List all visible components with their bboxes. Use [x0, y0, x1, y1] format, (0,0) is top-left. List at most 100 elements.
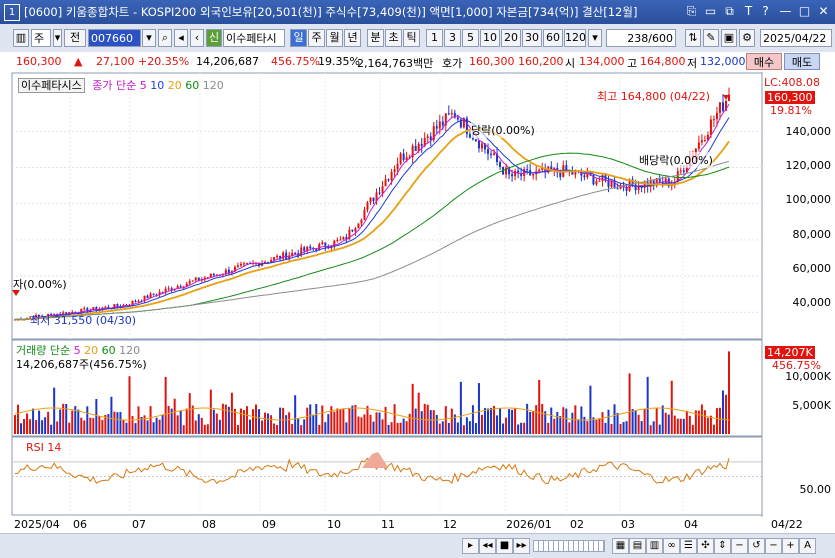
volume-bar [92, 418, 95, 434]
volume-bar [71, 410, 74, 434]
plus-icon[interactable]: + [782, 538, 799, 554]
volume-bar [613, 404, 616, 434]
volume-bar [378, 412, 381, 434]
interval-120[interactable]: 120 [564, 29, 586, 47]
tab-week[interactable]: 주 [308, 29, 325, 47]
list-icon[interactable]: ☰ [680, 538, 697, 554]
gear-icon[interactable]: ⚙ [739, 29, 755, 47]
speaker-icon[interactable]: ◂ [174, 29, 188, 47]
rsi-legend[interactable]: RSI 14 [26, 441, 62, 454]
reset-icon[interactable]: ↺ [748, 538, 765, 554]
interval-3[interactable]: 3 [444, 29, 461, 47]
maximize-icon[interactable]: □ [798, 4, 811, 18]
chart-canvas[interactable] [0, 72, 835, 533]
volume-bar [450, 408, 453, 434]
volume-bar [541, 404, 544, 434]
date-field[interactable]: 2025/04/22 [760, 29, 832, 47]
candle-body [483, 143, 486, 150]
scroll-right-icon[interactable]: ▸ [462, 538, 479, 554]
volume-bar [655, 408, 658, 434]
market-select[interactable]: 주 [31, 29, 51, 47]
compare-icon[interactable]: ⇅ [685, 29, 701, 47]
tab-year[interactable]: 년 [344, 29, 361, 47]
volume-bar [631, 409, 634, 434]
cross-icon[interactable]: ✣ [697, 538, 714, 554]
frame-icon[interactable]: ▭ [704, 4, 717, 18]
chevron-down-icon[interactable]: ▾ [53, 29, 62, 47]
stock-code-input[interactable]: 007660 [88, 29, 141, 47]
interval-60[interactable]: 60 [543, 29, 563, 47]
help-icon[interactable]: ? [762, 4, 769, 18]
candle-body [152, 293, 155, 295]
y-tick-140000: 140,000 [785, 125, 832, 138]
tab-minute[interactable]: 분 [367, 29, 384, 47]
current-price-tag: 160,300 [765, 91, 815, 104]
candle-body [107, 306, 110, 309]
interval-10[interactable]: 10 [480, 29, 500, 47]
volume-bar [679, 418, 682, 434]
volume-value-label: 14,206,687주(456.75%) [16, 358, 147, 371]
interval-20[interactable]: 20 [501, 29, 521, 47]
price-legend-name[interactable]: 이수페타시스 [18, 78, 85, 93]
zoom-out-icon[interactable]: − [731, 538, 748, 554]
zoom-slider[interactable] [533, 540, 605, 552]
volume-bar [158, 419, 161, 434]
candle-body [390, 171, 393, 181]
candle-body [685, 166, 688, 172]
volume-bar [44, 417, 47, 434]
volume-bar [520, 422, 523, 434]
candle-body [62, 312, 65, 315]
arrows-icon[interactable]: ⇕ [714, 538, 731, 554]
view-icon[interactable]: ▦ [612, 538, 629, 554]
y-tick-40000: 40,000 [792, 296, 832, 309]
volume-bar [721, 390, 724, 434]
close-icon[interactable]: ✕ [818, 4, 829, 18]
interval-dropdown-icon[interactable]: ▾ [588, 29, 602, 47]
grid-icon[interactable]: ▤ [629, 538, 646, 554]
tab-second[interactable]: 초 [385, 29, 402, 47]
volume-bar [393, 404, 396, 434]
interval-1[interactable]: 1 [426, 29, 443, 47]
code-dropdown-icon[interactable]: ▾ [142, 29, 156, 47]
table-icon[interactable]: ▥ [646, 538, 663, 554]
volume-bar [146, 420, 149, 434]
font-icon[interactable]: T [744, 4, 753, 18]
copy-icon[interactable]: ⎘ [686, 4, 697, 18]
minus-icon[interactable]: − [765, 538, 782, 554]
rewind-icon[interactable]: ◂◂ [479, 538, 496, 554]
prev-stock-icon[interactable]: ‹ [190, 29, 204, 47]
search-icon[interactable]: ⌕ [158, 29, 172, 47]
tab-day[interactable]: 일 [290, 29, 307, 47]
tab-month[interactable]: 월 [326, 29, 343, 47]
forward-icon[interactable]: ▸▸ [513, 538, 530, 554]
window-number[interactable]: 1 [4, 4, 20, 21]
volume-bar [264, 412, 267, 434]
cascade-icon[interactable]: ⧉ [725, 4, 734, 18]
volume-bar [134, 423, 137, 434]
candle-body [191, 280, 194, 282]
buy-button[interactable]: 매수 [746, 53, 782, 70]
tool-icon[interactable]: ✎ [703, 29, 719, 47]
auto-icon[interactable]: A [799, 538, 816, 554]
volume-bar [179, 410, 182, 434]
minimize-icon[interactable]: — [779, 4, 792, 18]
volume-bar [483, 408, 486, 434]
volume-bar [568, 422, 571, 434]
save-icon[interactable]: ▣ [721, 29, 737, 47]
stop-icon[interactable]: ■ [496, 538, 513, 554]
interval-30[interactable]: 30 [522, 29, 542, 47]
data-count-field[interactable]: 238/600 [606, 29, 676, 47]
candle-body [592, 175, 595, 185]
interval-5[interactable]: 5 [462, 29, 479, 47]
volume-bar [411, 383, 414, 434]
chart-type-icon[interactable]: ▥ [13, 29, 29, 47]
link-icon[interactable]: ∞ [663, 538, 680, 554]
volume-legend-label[interactable]: 거래량 단순 [16, 344, 71, 357]
volume-bar [486, 408, 489, 434]
sell-button[interactable]: 매도 [784, 53, 820, 70]
tab-tick[interactable]: 틱 [403, 29, 420, 47]
candle-body [71, 312, 74, 314]
candle-body [285, 252, 288, 260]
volume-bar [26, 413, 29, 434]
prev-button[interactable]: 전 [64, 29, 86, 47]
